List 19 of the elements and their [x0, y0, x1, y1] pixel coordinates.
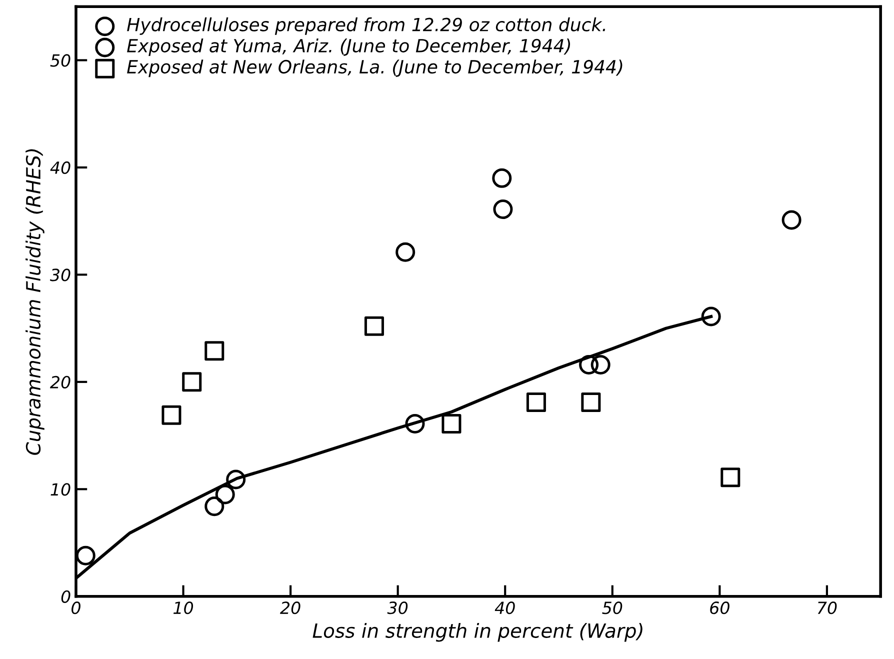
y-tick-label: 50	[50, 54, 70, 67]
legend-label: Hydrocelluloses prepared from 12.29 oz cotton duck.	[127, 17, 606, 35]
x-tick-label: 20	[280, 602, 300, 614]
legend-label: Exposed at New Orleans, La. (June to December, 1944)	[127, 60, 622, 78]
x-tick-label: 30	[387, 602, 408, 614]
y-tick-label: 30	[50, 268, 70, 282]
y-tick-label: 20	[50, 376, 70, 388]
y-axis-title: Cuprammonium Fluidity (RHES)	[26, 149, 44, 455]
y-tick-label: 10	[50, 483, 70, 496]
legend-label: Exposed at Yuma, Ariz. (June to December, 1944)	[127, 38, 570, 56]
x-tick-label: 70	[818, 602, 837, 614]
x-tick-label: 40	[494, 602, 515, 614]
y-tick-label: 0	[61, 590, 70, 603]
x-tick-label: 50	[602, 602, 622, 614]
x-tick-label: 60	[710, 602, 730, 614]
x-axis-title: Loss in strength in percent (Warp)	[312, 622, 642, 642]
x-tick-label: 10	[173, 602, 194, 614]
y-tick-label: 40	[50, 161, 70, 174]
x-tick-label: 0	[72, 602, 80, 614]
